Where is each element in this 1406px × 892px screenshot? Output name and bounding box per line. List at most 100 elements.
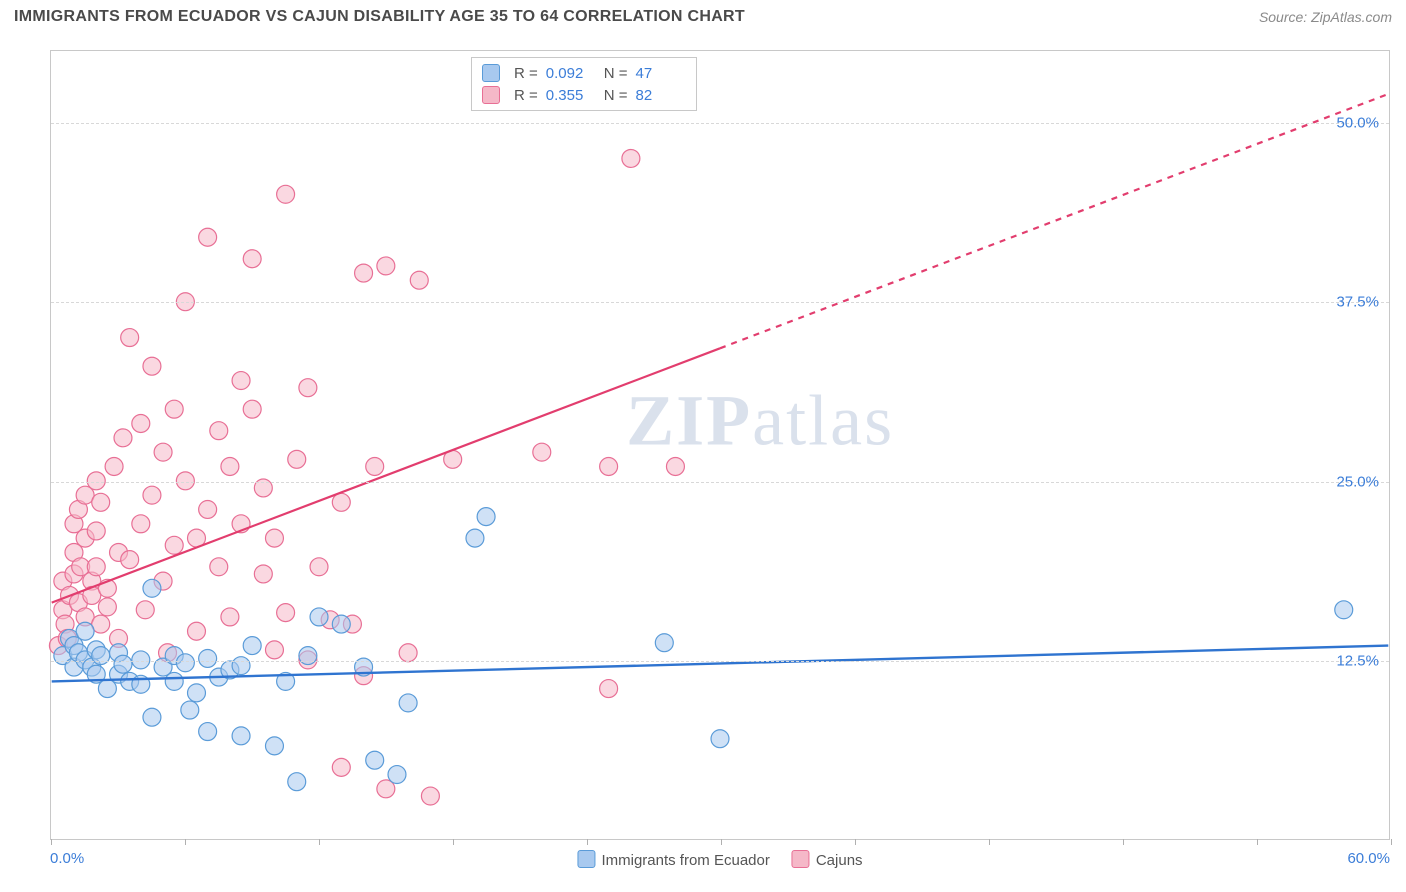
cajuns-point [299, 379, 317, 397]
cajuns-point [136, 601, 154, 619]
n-label: N = [604, 65, 628, 82]
ecuador-point [399, 694, 417, 712]
cajuns-point [265, 641, 283, 659]
cajuns-point [600, 680, 618, 698]
cajuns-point [210, 558, 228, 576]
cajuns-point [332, 758, 350, 776]
r-label: R = [514, 87, 538, 104]
cajuns-point [232, 372, 250, 390]
cajuns-point [310, 558, 328, 576]
x-tick [51, 839, 52, 845]
x-tick [319, 839, 320, 845]
x-tick [721, 839, 722, 845]
ecuador-point [711, 730, 729, 748]
cajuns-point [210, 422, 228, 440]
cajuns-swatch-icon [482, 86, 500, 104]
gridline-h [51, 123, 1389, 124]
ecuador-point [655, 634, 673, 652]
x-tick [587, 839, 588, 845]
ecuador-point [143, 579, 161, 597]
cajuns-swatch-icon [792, 850, 810, 868]
cajuns-point [98, 598, 116, 616]
ecuador-point [466, 529, 484, 547]
cajuns-point [288, 450, 306, 468]
cajuns-point [87, 472, 105, 490]
cajuns-point [87, 558, 105, 576]
cajuns-point [243, 400, 261, 418]
ecuador-point [243, 637, 261, 655]
x-tick [1123, 839, 1124, 845]
y-tick-label: 37.5% [1336, 294, 1379, 311]
cajuns-point [277, 604, 295, 622]
ecuador-point [366, 751, 384, 769]
cajuns-trendline-solid [52, 348, 720, 602]
ecuador-point [265, 737, 283, 755]
cajuns-point [277, 185, 295, 203]
x-axis-max-label: 60.0% [1347, 850, 1390, 867]
cajuns-point [176, 472, 194, 490]
ecuador-point [232, 727, 250, 745]
ecuador-point [181, 701, 199, 719]
cajuns-point [105, 458, 123, 476]
cajuns-point [366, 458, 384, 476]
ecuador-point [132, 651, 150, 669]
n-value: 82 [636, 87, 686, 104]
ecuador-point [176, 654, 194, 672]
cajuns-point [332, 493, 350, 511]
r-value: 0.355 [546, 87, 596, 104]
stats-legend-box: R =0.092N =47R =0.355N =82 [471, 57, 697, 111]
ecuador-point [477, 508, 495, 526]
cajuns-point [132, 415, 150, 433]
cajuns-point [410, 271, 428, 289]
cajuns-point [199, 500, 217, 518]
cajuns-point [143, 486, 161, 504]
cajuns-point [622, 149, 640, 167]
cajuns-point [92, 493, 110, 511]
cajuns-point [154, 443, 172, 461]
n-value: 47 [636, 65, 686, 82]
cajuns-point [188, 622, 206, 640]
ecuador-point [1335, 601, 1353, 619]
legend-item-ecuador: Immigrants from Ecuador [577, 850, 769, 869]
ecuador-point [165, 672, 183, 690]
cajuns-point [666, 458, 684, 476]
cajuns-point [399, 644, 417, 662]
x-tick [855, 839, 856, 845]
legend-item-cajuns: Cajuns [792, 850, 863, 869]
cajuns-trendline-dashed [720, 94, 1388, 348]
ecuador-point [114, 655, 132, 673]
y-tick-label: 25.0% [1336, 473, 1379, 490]
x-tick [1391, 839, 1392, 845]
ecuador-point [188, 684, 206, 702]
bottom-legend: Immigrants from Ecuador Cajuns [577, 850, 862, 869]
legend-label: Cajuns [816, 852, 863, 869]
cajuns-point [165, 400, 183, 418]
cajuns-point [143, 357, 161, 375]
legend-label: Immigrants from Ecuador [601, 852, 769, 869]
cajuns-point [221, 458, 239, 476]
ecuador-point [232, 657, 250, 675]
y-tick-label: 12.5% [1336, 653, 1379, 670]
ecuador-swatch-icon [482, 64, 500, 82]
cajuns-point [165, 536, 183, 554]
x-tick [185, 839, 186, 845]
x-tick [453, 839, 454, 845]
chart-plot-area: ZIPatlas R =0.092N =47R =0.355N =82 12.5… [50, 50, 1390, 840]
cajuns-point [121, 551, 139, 569]
ecuador-point [143, 708, 161, 726]
cajuns-point [533, 443, 551, 461]
cajuns-point [600, 458, 618, 476]
chart-title: IMMIGRANTS FROM ECUADOR VS CAJUN DISABIL… [14, 8, 745, 26]
x-axis-min-label: 0.0% [50, 850, 84, 867]
cajuns-point [243, 250, 261, 268]
r-value: 0.092 [546, 65, 596, 82]
ecuador-point [388, 766, 406, 784]
gridline-h [51, 302, 1389, 303]
source-label: Source: ZipAtlas.com [1259, 9, 1392, 25]
cajuns-point [199, 228, 217, 246]
r-label: R = [514, 65, 538, 82]
scatter-svg [51, 51, 1389, 839]
cajuns-point [265, 529, 283, 547]
cajuns-point [87, 522, 105, 540]
ecuador-point [332, 615, 350, 633]
